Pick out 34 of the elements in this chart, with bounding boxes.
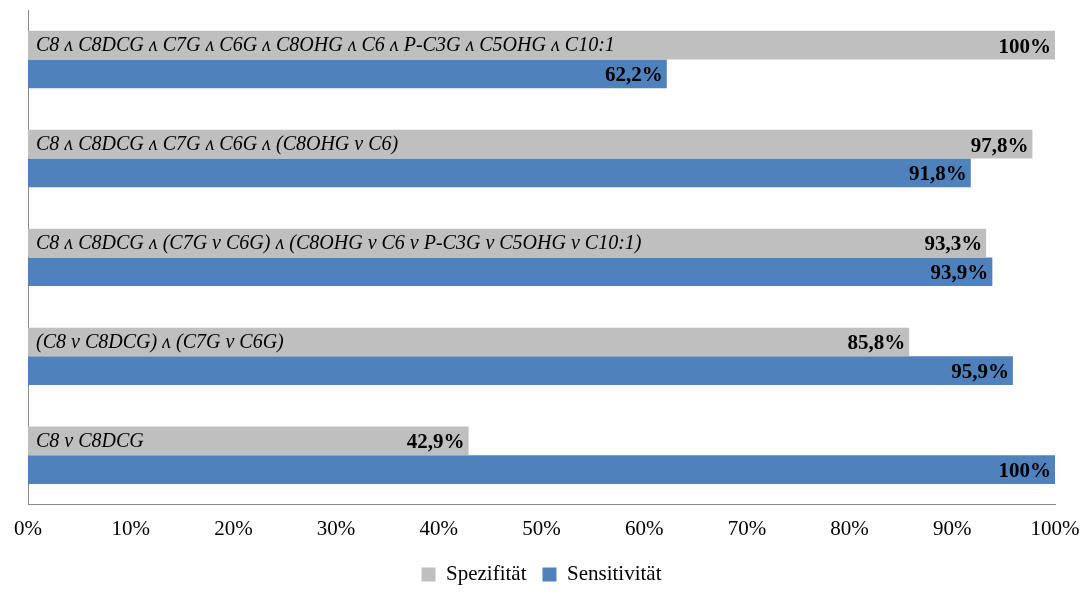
legend-label: Spezifität [446,561,527,586]
x-tick-label: 100% [1030,515,1080,540]
data-label: 97,8% [970,132,1029,157]
bar [28,356,1013,386]
x-tick-label: 0% [14,515,42,540]
data-label: 85,8% [847,330,906,355]
data-label: 93,3% [924,231,983,256]
y-tick-label: C8 ʌ C8DCG ʌ C7G ʌ C6G ʌ (C8OHG v C6) [36,132,399,156]
y-tick-label: C8 ʌ C8DCG ʌ (C7G v C6G) ʌ (C8OHG v C6 v P-C3G v C5OHG v C10:1) [36,231,642,255]
x-tick-label: 20% [214,515,253,540]
data-label: 91,8% [909,161,967,186]
x-tick-label: 70% [727,515,767,540]
bar [28,455,1055,485]
data-label: 93,9% [930,260,989,285]
data-label: 95,9% [951,359,1009,384]
y-tick-label: (C8 v C8DCG) ʌ (C7G v C6G) [36,330,285,354]
x-tick-label: 60% [624,515,664,540]
data-label: 42,9% [406,429,465,454]
y-tick-label: C8 ʌ C8DCG ʌ C7G ʌ C6G ʌ C8OHG ʌ C6 ʌ P-C3G ʌ C5OHG ʌ C10:1 [36,33,615,56]
x-tick-label: 90% [933,515,972,540]
x-tick-label: 40% [419,515,459,540]
x-tick-label: 50% [522,515,561,540]
bar [28,257,993,287]
x-tick-label: 80% [830,515,869,540]
y-tick-label: C8 v C8DCG [36,429,145,452]
data-label: 100% [998,33,1051,58]
data-label: 62,2% [605,62,663,87]
data-label: 100% [998,458,1051,483]
bar [28,327,910,357]
bar [28,158,971,188]
x-tick-label: 10% [111,515,150,540]
legend-label: Sensitivität [566,561,662,586]
x-tick-label: 30% [316,515,356,540]
bar [28,59,667,89]
